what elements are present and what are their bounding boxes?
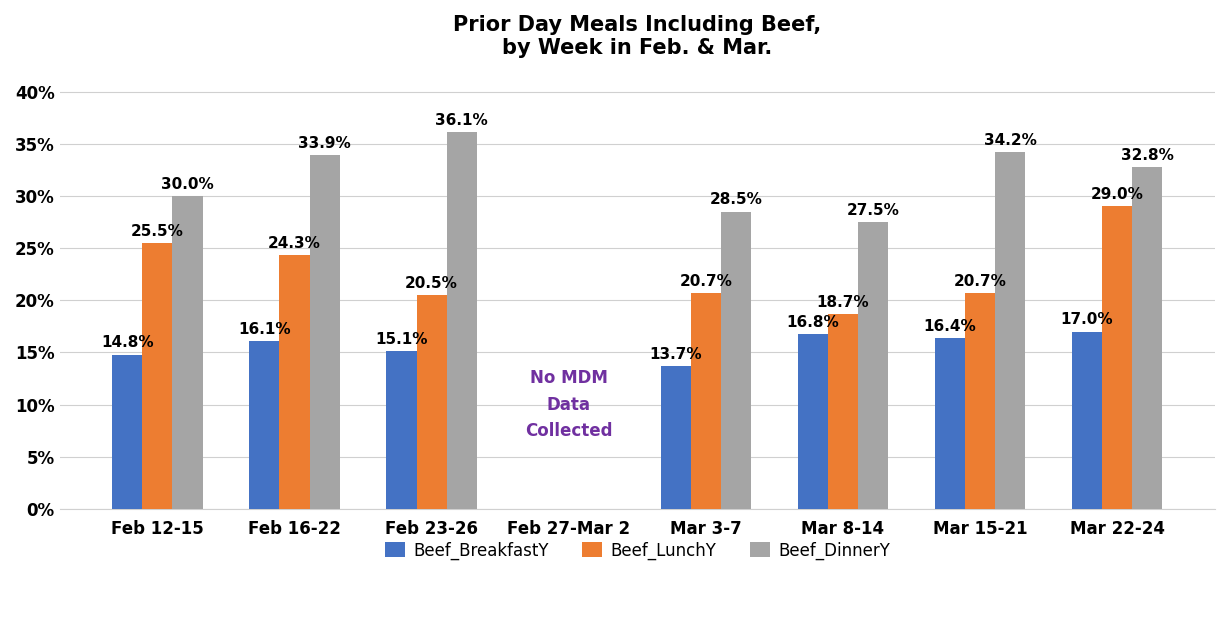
Bar (310, 155, 339, 509)
Text: 17.0%: 17.0% (1060, 313, 1113, 327)
Text: 36.1%: 36.1% (435, 113, 488, 128)
Text: 16.8%: 16.8% (786, 315, 839, 330)
Bar (1073, 332, 1102, 509)
Text: 15.1%: 15.1% (375, 332, 428, 348)
Text: 30.0%: 30.0% (161, 177, 214, 192)
Bar (1133, 167, 1162, 509)
Text: 34.2%: 34.2% (984, 133, 1037, 148)
Bar (828, 314, 859, 509)
Bar (859, 222, 888, 509)
Bar (143, 243, 172, 509)
Bar (1102, 206, 1133, 509)
Text: 27.5%: 27.5% (846, 203, 899, 218)
Legend: Beef_BreakfastY, Beef_LunchY, Beef_DinnerY: Beef_BreakfastY, Beef_LunchY, Beef_Dinne… (378, 535, 897, 567)
Text: 29.0%: 29.0% (1091, 187, 1144, 203)
Bar (691, 293, 721, 509)
Text: 25.5%: 25.5% (130, 224, 183, 239)
Text: 13.7%: 13.7% (649, 347, 702, 362)
Text: 24.3%: 24.3% (268, 236, 321, 251)
Text: 16.4%: 16.4% (924, 318, 977, 334)
Bar (386, 351, 417, 509)
Bar (995, 152, 1026, 509)
Text: 18.7%: 18.7% (817, 295, 870, 310)
Bar (721, 211, 752, 509)
Text: 32.8%: 32.8% (1121, 147, 1173, 163)
Text: 28.5%: 28.5% (710, 192, 763, 208)
Text: 16.1%: 16.1% (239, 322, 290, 337)
Bar (172, 196, 203, 509)
Text: 20.7%: 20.7% (953, 274, 1006, 289)
Bar (417, 295, 446, 509)
Text: 20.5%: 20.5% (405, 276, 458, 291)
Bar (661, 366, 691, 509)
Title: Prior Day Meals Including Beef,
by Week in Feb. & Mar.: Prior Day Meals Including Beef, by Week … (453, 15, 822, 58)
Bar (935, 338, 966, 509)
Bar (250, 341, 279, 509)
Bar (279, 256, 310, 509)
Text: 20.7%: 20.7% (679, 274, 732, 289)
Bar (798, 334, 828, 509)
Bar (112, 354, 143, 509)
Text: No MDM
Data
Collected: No MDM Data Collected (525, 369, 613, 440)
Bar (966, 293, 995, 509)
Bar (446, 132, 477, 509)
Text: 33.9%: 33.9% (299, 136, 351, 151)
Text: 14.8%: 14.8% (101, 335, 154, 351)
